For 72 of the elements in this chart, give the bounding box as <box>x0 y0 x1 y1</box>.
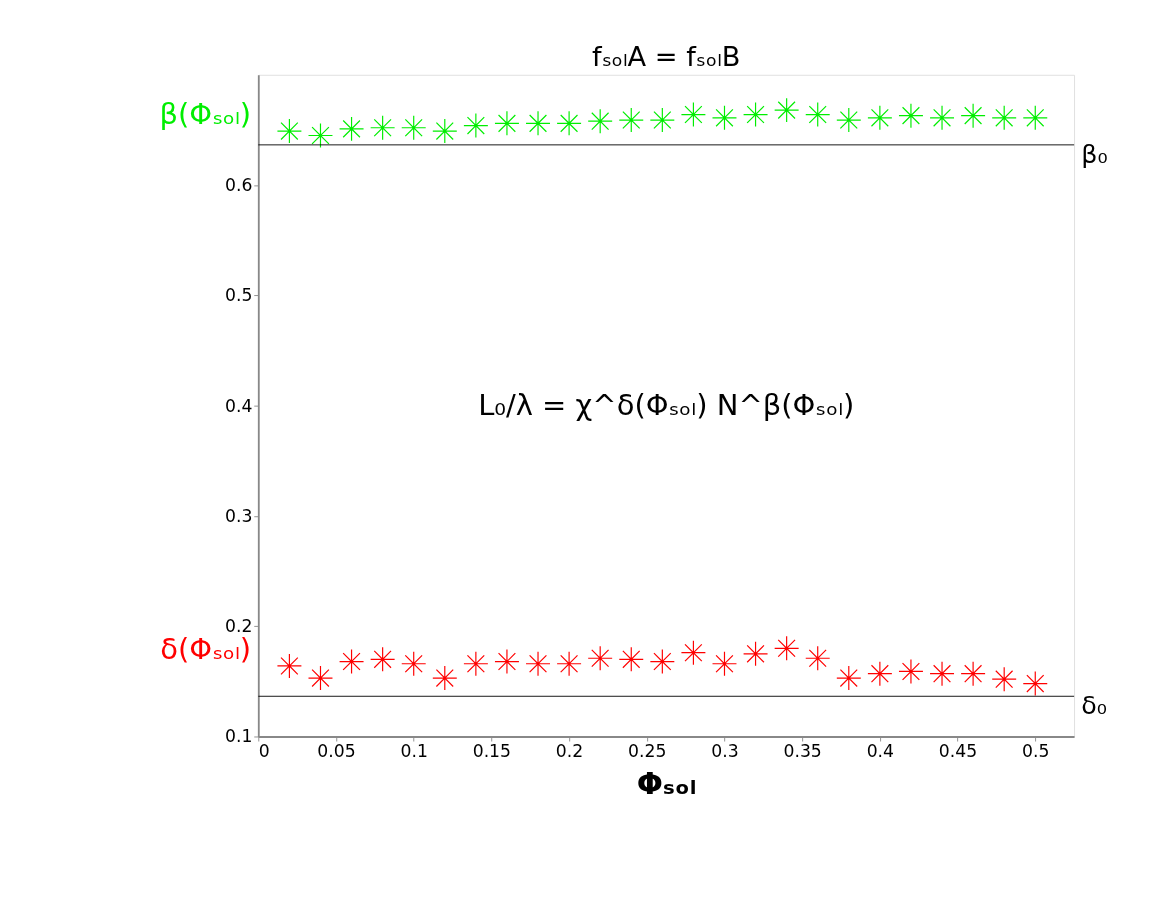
point <box>960 661 986 687</box>
point <box>587 108 613 134</box>
x-tick-label: 0.4 <box>866 740 895 761</box>
point <box>929 105 955 131</box>
point <box>774 97 800 123</box>
point <box>929 661 955 687</box>
point <box>805 101 831 128</box>
x-tick-label: 0.25 <box>628 740 667 761</box>
point <box>307 122 334 149</box>
point <box>836 665 862 691</box>
point <box>525 651 551 677</box>
x-tick-label: 0.15 <box>472 740 512 761</box>
x-tick-label: 0.05 <box>317 740 356 761</box>
point <box>463 112 489 139</box>
annotation: L₀/λ = χ^δ(Φₛₒₗ) N^β(Φₛₒₗ) <box>478 387 855 422</box>
point <box>649 648 675 675</box>
y-tick-label: 0.3 <box>225 505 253 526</box>
point <box>836 107 862 133</box>
point <box>370 115 396 141</box>
point <box>276 653 302 679</box>
x-tick-label: 0.45 <box>938 740 978 761</box>
point <box>711 651 738 677</box>
point <box>463 651 489 677</box>
point <box>401 651 427 677</box>
chart-title: fₛₒₗA = fₛₒₗB <box>592 40 741 72</box>
point <box>680 640 706 666</box>
point <box>494 110 520 136</box>
point <box>587 645 613 671</box>
x-tick-label: 0.3 <box>711 740 739 761</box>
ref-line-label: β₀ <box>1081 139 1108 169</box>
point <box>307 665 334 691</box>
point <box>960 103 986 129</box>
y-tick-label: 0.6 <box>225 175 253 196</box>
x-tick-label: 0.1 <box>400 740 428 761</box>
point <box>525 110 551 136</box>
point <box>991 105 1017 131</box>
point <box>805 645 831 671</box>
point <box>742 101 769 128</box>
point <box>742 641 769 667</box>
point <box>370 646 396 672</box>
y-tick-label: 0.1 <box>225 726 253 747</box>
point <box>649 107 675 133</box>
point <box>991 666 1017 692</box>
point <box>618 646 644 672</box>
x-tick-label: 0.5 <box>1022 740 1050 761</box>
point <box>898 658 924 685</box>
y-tick-label: 0.5 <box>225 285 253 306</box>
point <box>338 116 365 142</box>
point <box>1022 105 1048 131</box>
x-tick-label: 0.2 <box>555 740 584 761</box>
point <box>556 110 582 136</box>
point <box>338 648 365 675</box>
x-axis-title: Φₛₒₗ <box>636 765 697 802</box>
point <box>774 635 800 661</box>
point <box>276 118 302 144</box>
point <box>494 648 520 675</box>
x-tick-label: 0.35 <box>783 740 822 761</box>
point <box>680 101 706 128</box>
ref-line-label: δ₀ <box>1081 690 1108 721</box>
point <box>1022 671 1048 697</box>
series-label: β(Φₛₒₗ) <box>159 96 252 131</box>
point <box>432 665 458 691</box>
point <box>867 661 893 687</box>
point <box>711 105 738 131</box>
x-tick-label: 0 <box>258 740 270 761</box>
point <box>556 651 582 677</box>
point <box>898 103 924 129</box>
point <box>867 105 893 131</box>
point <box>618 107 644 133</box>
point <box>401 115 427 141</box>
point <box>432 118 458 144</box>
y-tick-label: 0.4 <box>225 395 253 416</box>
